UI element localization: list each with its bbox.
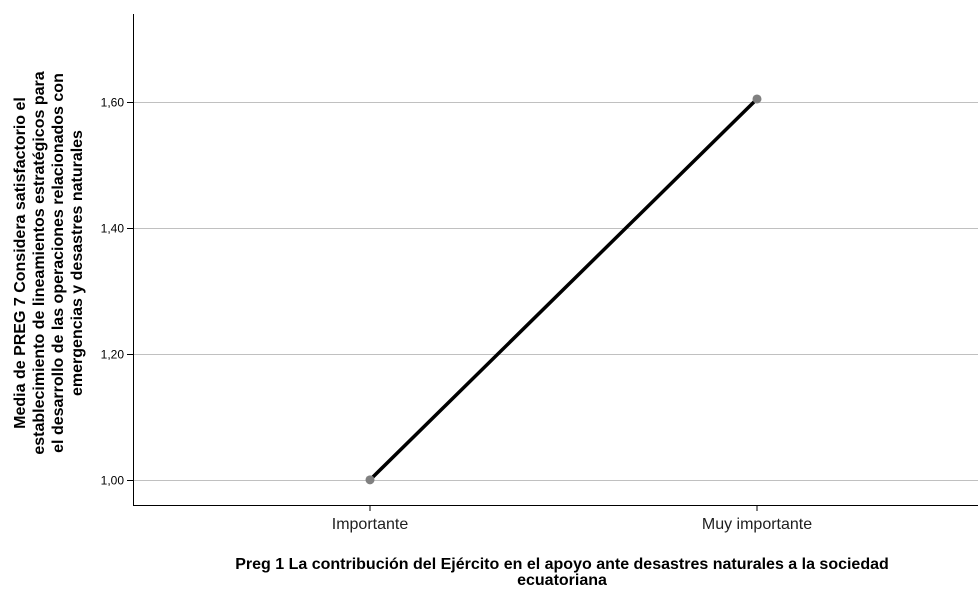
x-tick-label: Muy importante: [702, 516, 812, 533]
x-axis-title-line: ecuatoriana: [517, 572, 607, 589]
series-line: [368, 97, 759, 482]
data-point-2: [752, 94, 762, 104]
series: [365, 94, 762, 485]
x-tick-label: Importante: [332, 516, 409, 533]
y-axis-title-line: emergencias y desastres naturales: [69, 130, 86, 396]
y-axis-title-line: establecimiento de lineamientos estratég…: [31, 71, 48, 454]
y-tick-label: 1,20: [101, 348, 125, 362]
y-tick-label: 1,40: [101, 222, 125, 236]
y-axis-title-line: Media de PREG 7 Considera satisfactorio …: [12, 97, 29, 429]
gridlines: [133, 102, 978, 481]
y-tick-label: 1,60: [101, 96, 125, 110]
x-axis-title-line: Preg 1 La contribución del Ejército en e…: [235, 556, 889, 573]
y-tick-label: 1,00: [101, 474, 125, 488]
axis-labels: 1,00 1,20 1,40 1,60 Importante Muy importante…: [12, 71, 889, 589]
axes: [127, 14, 978, 511]
data-point-1: [365, 475, 375, 485]
y-axis-title-line: el desarrollo de las operaciones relacio…: [50, 73, 67, 453]
